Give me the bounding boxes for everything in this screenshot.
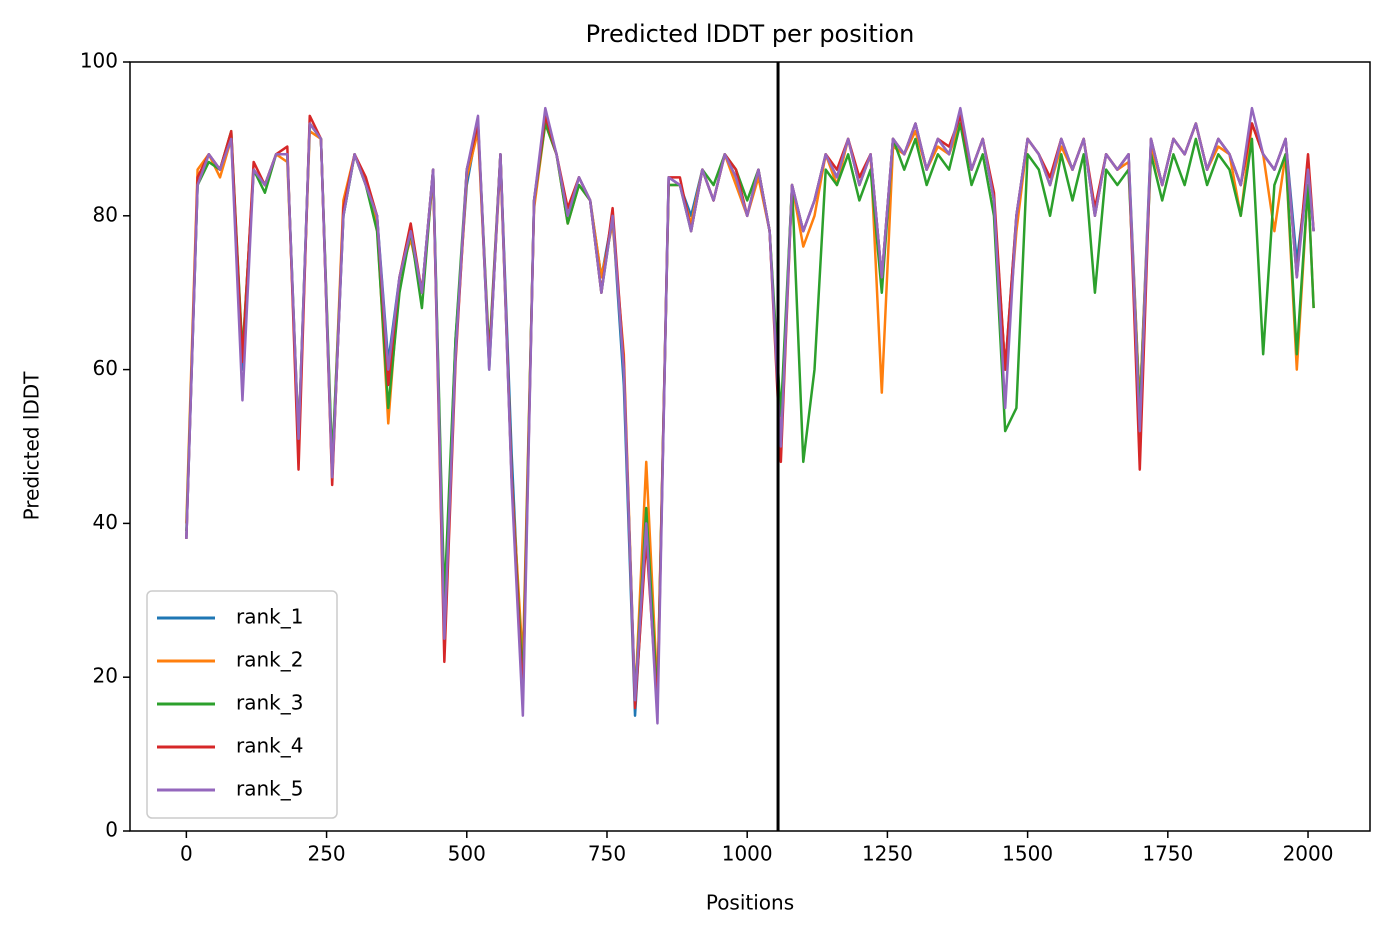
x-tick-label: 2000	[1283, 842, 1334, 866]
y-axis-label: Predicted lDDT	[20, 371, 44, 521]
x-tick-label: 750	[588, 842, 626, 866]
y-tick-label: 80	[93, 202, 118, 226]
x-tick-label: 1750	[1142, 842, 1193, 866]
x-tick-label: 500	[448, 842, 486, 866]
legend-label: rank_4	[236, 734, 303, 758]
legend-label: rank_5	[236, 777, 303, 801]
x-axis-label: Positions	[706, 891, 794, 915]
x-tick-label: 1500	[1002, 842, 1053, 866]
y-tick-label: 20	[93, 664, 118, 688]
chart-title: Predicted lDDT per position	[586, 20, 915, 48]
y-tick-label: 60	[93, 356, 118, 380]
legend-label: rank_3	[236, 691, 303, 715]
plot-frame	[129, 61, 1371, 832]
x-tick-label: 1000	[722, 842, 773, 866]
legend-box	[146, 590, 338, 819]
series-line	[185, 106, 1315, 725]
legend-label: rank_2	[236, 648, 303, 672]
series-line	[185, 122, 1315, 702]
x-tick-label: 0	[180, 842, 193, 866]
y-tick-label: 40	[93, 510, 118, 534]
y-tick-label: 0	[105, 818, 118, 842]
x-tick-label: 250	[307, 842, 345, 866]
y-tick-label: 100	[80, 49, 118, 73]
legend-label: rank_1	[236, 605, 303, 629]
x-tick-label: 1250	[862, 842, 913, 866]
